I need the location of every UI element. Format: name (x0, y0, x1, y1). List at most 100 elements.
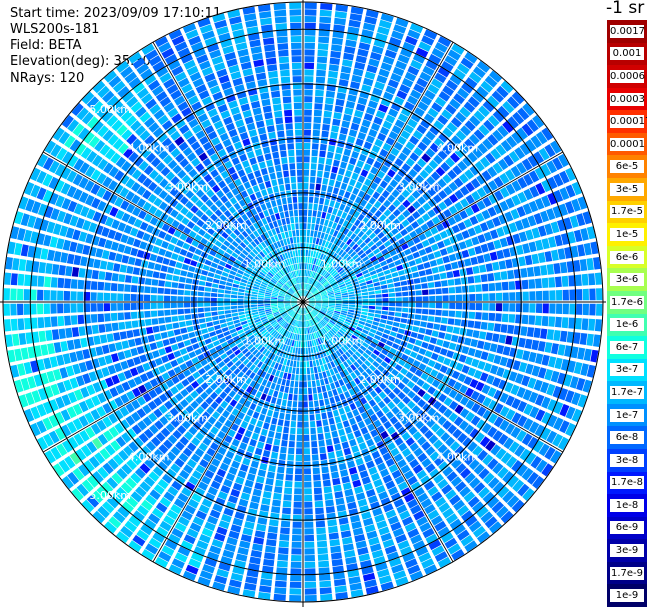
range-gate-cell (348, 294, 355, 297)
range-gate-cell (201, 66, 214, 77)
range-gate-cell (228, 128, 238, 138)
range-gate-cell (370, 429, 379, 438)
range-gate-cell (561, 317, 569, 329)
range-gate-cell (246, 569, 259, 578)
range-gate-cell (270, 451, 279, 459)
range-gate-cell (345, 382, 352, 390)
range-gate-cell (237, 342, 244, 348)
range-gate-cell (250, 495, 261, 504)
range-gate-cell (319, 587, 332, 595)
range-gate-cell (335, 450, 344, 458)
range-gate-cell (414, 107, 425, 117)
range-gate-cell (310, 286, 315, 293)
range-gate-cell (313, 474, 321, 481)
range-gate-cell (10, 273, 18, 286)
range-gate-cell (234, 237, 242, 244)
range-gate-cell (381, 333, 389, 339)
range-gate-cell (224, 543, 236, 553)
range-gate-cell (262, 267, 269, 273)
range-gate-cell (271, 330, 277, 336)
range-gate-cell (498, 334, 507, 344)
range-gate-cell (365, 228, 373, 236)
range-gate-cell (274, 332, 280, 339)
range-gate-cell (270, 338, 276, 344)
range-gate-cell (306, 276, 309, 283)
range-gate-cell (279, 357, 285, 365)
range-gate-cell (274, 587, 287, 595)
range-gate-cell (198, 313, 205, 318)
range-gate-cell (311, 374, 315, 381)
range-gate-cell (241, 213, 249, 222)
range-gate-cell (155, 526, 169, 538)
range-gate-cell (327, 242, 333, 249)
range-gate-cell (532, 115, 545, 129)
range-gate-cell (170, 302, 177, 309)
range-gate-cell (472, 91, 485, 103)
range-gate-cell (177, 492, 189, 503)
range-gate-cell (378, 19, 392, 29)
range-gate-cell (278, 295, 285, 298)
range-gate-cell (242, 527, 254, 536)
range-gate-cell (332, 261, 338, 268)
range-gate-cell (430, 226, 439, 235)
range-gate-cell (183, 339, 192, 347)
range-gate-cell (184, 481, 196, 492)
range-gate-cell (267, 327, 274, 333)
range-gate-cell (266, 254, 272, 261)
range-gate-cell (224, 306, 231, 310)
range-gate-cell (161, 372, 170, 381)
range-gate-cell (293, 387, 298, 395)
range-gate-cell (179, 469, 190, 480)
range-gate-cell (250, 337, 257, 343)
range-gate-cell (412, 53, 426, 64)
range-gate-cell (148, 122, 160, 133)
range-gate-cell (252, 488, 262, 497)
range-gate-cell (335, 294, 342, 297)
range-gate-cell (97, 158, 109, 171)
range-gate-cell (303, 368, 307, 375)
range-gate-cell (164, 539, 178, 551)
range-gate-cell (329, 200, 335, 208)
range-gate-cell (239, 285, 246, 290)
range-gate-cell (96, 486, 109, 499)
range-gate-cell (407, 205, 416, 214)
range-gate-cell (507, 324, 515, 334)
range-gate-cell (220, 276, 228, 281)
range-gate-cell (380, 581, 394, 591)
range-gate-cell (244, 307, 251, 311)
range-gate-cell (108, 166, 119, 178)
range-gate-cell (307, 277, 310, 284)
range-gate-cell (271, 368, 277, 376)
range-gate-cell (252, 349, 259, 356)
range-gate-cell (508, 150, 520, 163)
range-gate-cell (535, 131, 548, 145)
range-gate-cell (395, 184, 405, 193)
range-gate-cell (373, 160, 382, 169)
range-gate-cell (446, 325, 454, 333)
range-gate-cell (228, 495, 238, 504)
range-gate-cell (304, 307, 307, 314)
range-gate-cell (309, 414, 315, 421)
range-gate-cell (312, 310, 318, 315)
range-gate-cell (307, 223, 311, 230)
range-gate-cell (92, 382, 102, 393)
range-gate-cell (171, 65, 184, 77)
range-gate-cell (510, 165, 521, 178)
range-gate-cell (97, 313, 105, 323)
range-gate-cell (60, 252, 69, 263)
range-gate-cell (277, 304, 284, 306)
range-gate-cell (365, 202, 373, 211)
range-gate-cell (251, 294, 258, 297)
range-gate-cell (92, 80, 106, 94)
range-gate-cell (253, 374, 260, 382)
range-gate-cell (290, 325, 294, 332)
range-gate-cell (377, 132, 387, 142)
range-gate-cell (425, 130, 436, 141)
range-gate-cell (199, 570, 213, 580)
range-gate-cell (237, 292, 245, 296)
range-gate-cell (257, 306, 264, 309)
range-gate-cell (90, 409, 101, 421)
range-gate-cell (409, 23, 424, 34)
range-gate-cell (183, 534, 196, 545)
range-gate-cell (126, 165, 137, 176)
